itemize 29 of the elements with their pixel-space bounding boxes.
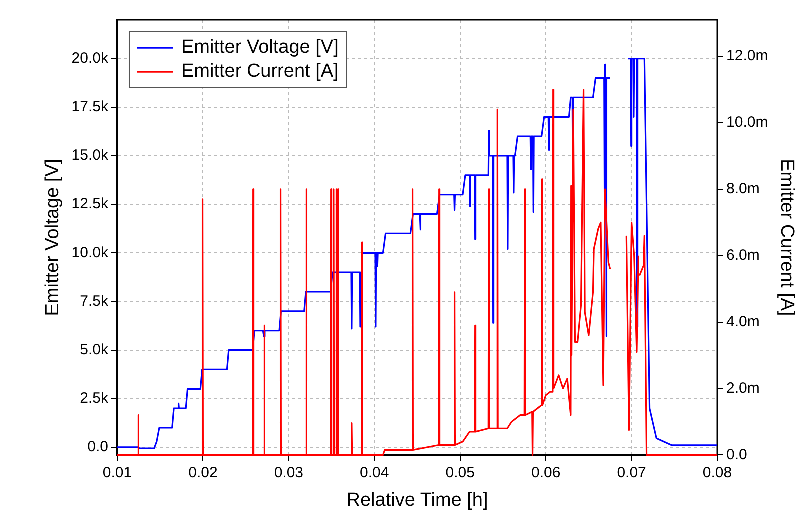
- y-tick-label: 2.5k: [80, 390, 109, 407]
- legend-label: Emitter Current [A]: [181, 61, 339, 82]
- y2-axis-title: Emitter Current [A]: [776, 158, 798, 316]
- x-tick-label: 0.01: [102, 464, 132, 482]
- x-tick-label: 0.06: [531, 464, 561, 482]
- x-tick-label: 0.07: [617, 464, 646, 482]
- y2-tick-label: 2.0m: [726, 380, 760, 397]
- y-tick-label: 17.5k: [72, 98, 109, 116]
- x-tick-label: 0.02: [188, 464, 218, 482]
- legend-label: Emitter Voltage [V]: [181, 37, 339, 58]
- x-tick-label: 0.05: [446, 464, 475, 482]
- y-tick-label: 5.0k: [80, 341, 109, 358]
- y-tick-label: 0.0: [88, 438, 108, 456]
- y2-tick-label: 4.0m: [726, 313, 760, 330]
- y-tick-label: 7.5k: [80, 292, 109, 310]
- y-axis-title: Emitter Voltage [V]: [42, 158, 64, 316]
- y-tick-label: 20.0k: [72, 50, 109, 67]
- y2-tick-label: 12.0m: [726, 48, 768, 65]
- x-tick-label: 0.08: [702, 464, 732, 482]
- y2-tick-label: 6.0m: [726, 247, 760, 264]
- y2-tick-label: 10.0m: [726, 114, 768, 132]
- x-tick-label: 0.04: [360, 464, 390, 482]
- x-tick-label: 0.03: [274, 464, 304, 482]
- y-tick-label: 15.0k: [72, 147, 109, 164]
- x-axis-title: Relative Time [h]: [346, 490, 488, 511]
- y2-tick-label: 0.0: [726, 446, 748, 464]
- y2-tick-label: 8.0m: [726, 180, 760, 198]
- y-tick-label: 10.0k: [72, 244, 109, 262]
- y-tick-label: 12.5k: [72, 196, 109, 213]
